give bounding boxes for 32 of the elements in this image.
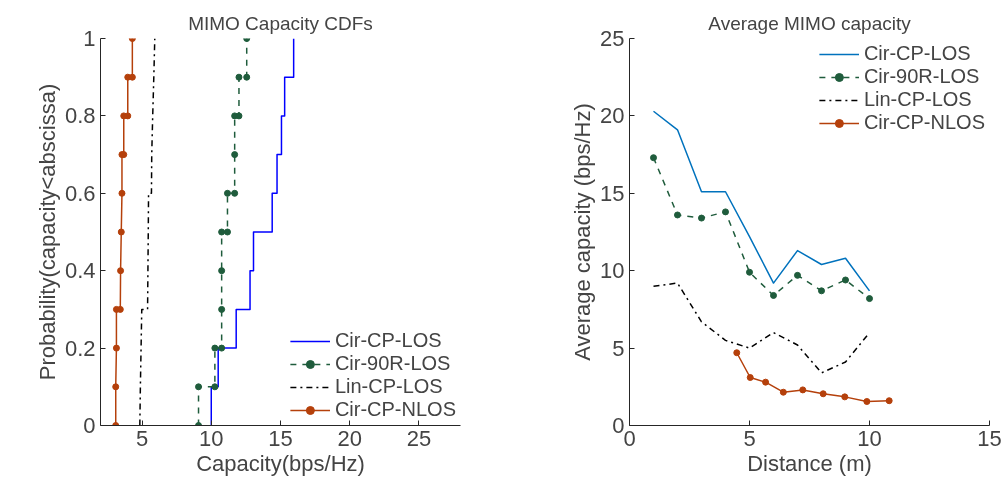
legend-label: Lin-CP-LOS (334, 375, 443, 398)
y-tick-label: 5 (612, 335, 625, 361)
legend-label: Cir-CP-NLOS (334, 398, 456, 421)
x-tick-label: 10 (199, 425, 224, 451)
chart-title: Average MIMO capacity (708, 12, 912, 34)
x-tick-label: 25 (406, 425, 432, 451)
y-tick-label: 1 (83, 26, 96, 51)
y-tick-label: 0.6 (64, 180, 96, 206)
x-tick-label: 15 (977, 425, 1002, 451)
legend-label: Cir-90R-LOS (334, 352, 451, 375)
x-axis-title: Distance (m) (747, 450, 872, 476)
y-tick-label: 15 (600, 180, 625, 206)
y-tick-label: 0.2 (64, 335, 96, 361)
y-axis-title: Average capacity (bps/Hz) (570, 103, 596, 361)
legend-label: Cir-CP-LOS (334, 329, 442, 352)
y-tick-label: 0.8 (64, 103, 96, 129)
legend-label: Lin-CP-LOS (863, 88, 972, 111)
y-tick-label: 0.4 (64, 258, 96, 284)
x-tick-label: 10 (857, 425, 882, 451)
x-tick-label: 5 (743, 425, 756, 451)
legend-label: Cir-90R-LOS (863, 65, 980, 88)
x-axis-title: Capacity(bps/Hz) (196, 450, 365, 476)
y-axis-title: Probability(capacity<abscissa) (34, 83, 60, 381)
y-tick-label: 10 (600, 258, 625, 284)
x-tick-label: 5 (135, 425, 149, 451)
legend-label: Cir-CP-NLOS (863, 111, 985, 134)
y-tick-label: 20 (600, 103, 625, 129)
y-tick-label: 25 (600, 26, 625, 51)
legend-label: Cir-CP-LOS (863, 42, 971, 65)
x-tick-label: 15 (268, 425, 293, 451)
chart-title: MIMO Capacity CDFs (188, 12, 373, 34)
x-tick-label: 20 (337, 425, 362, 451)
